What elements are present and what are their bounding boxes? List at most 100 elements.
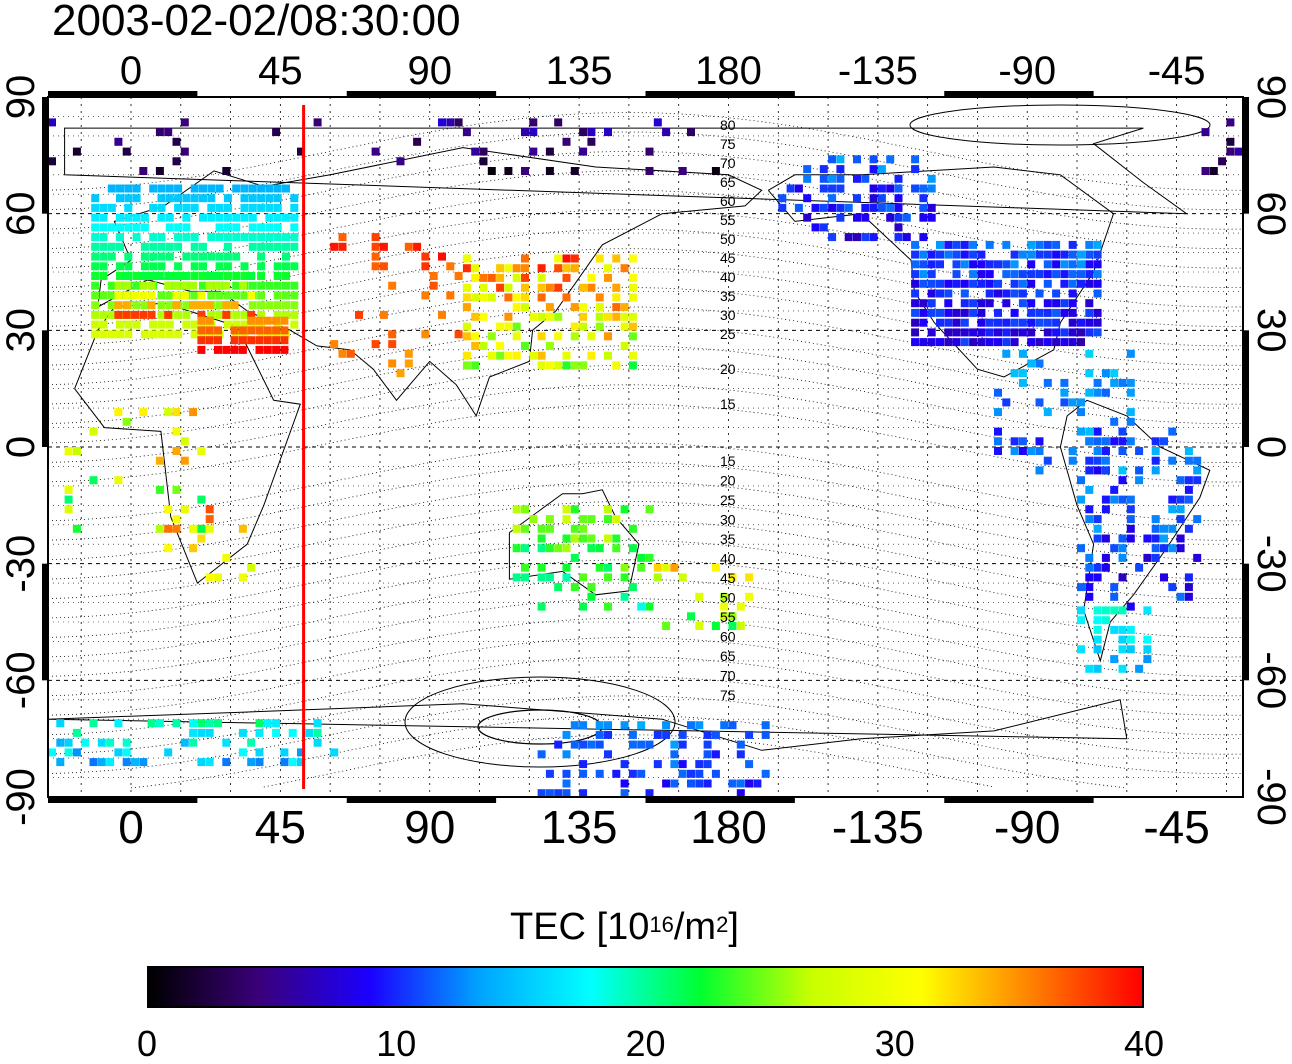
- tec-pixel: [670, 750, 679, 759]
- tec-pixel: [836, 203, 845, 212]
- tec-pixel: [471, 312, 480, 321]
- tec-pixel: [1093, 515, 1102, 524]
- tec-pixel: [189, 524, 198, 533]
- contour-label: 20: [720, 361, 736, 377]
- tec-pixel: [521, 563, 529, 572]
- tec-pixel: [172, 427, 181, 436]
- tec-pixel: [612, 312, 621, 321]
- tec-pixel: [462, 303, 471, 312]
- frame-tick-band: [1243, 97, 1249, 214]
- tec-pixel: [164, 310, 173, 319]
- tec-pixel: [214, 336, 222, 345]
- tec-pixel: [255, 748, 264, 757]
- tec-pixel: [240, 194, 249, 203]
- tec-pixel: [711, 563, 720, 572]
- tec-pixel: [122, 301, 131, 310]
- contour-label: 15: [720, 396, 736, 412]
- tec-pixel: [189, 544, 198, 553]
- tec-pixel: [114, 408, 123, 417]
- tec-pixel: [1035, 289, 1044, 298]
- tec-pixel: [139, 272, 148, 280]
- tec-pixel: [736, 622, 745, 630]
- tec-pixel: [149, 320, 158, 329]
- tec-pixel: [1002, 299, 1011, 308]
- tec-pixel: [157, 291, 166, 300]
- tec-pixel: [1201, 167, 1210, 175]
- tec-pixel: [273, 233, 282, 242]
- tec-pixel: [537, 524, 546, 533]
- tec-pixel: [545, 312, 554, 321]
- tec-pixel: [172, 408, 181, 417]
- contour-label: 40: [720, 551, 736, 567]
- tec-pixel: [247, 310, 256, 319]
- tec-pixel: [1126, 388, 1135, 397]
- tec-pixel: [720, 612, 729, 621]
- tec-pixel: [1093, 606, 1102, 615]
- tec-pixel: [149, 184, 158, 193]
- colorbar-title-prefix: TEC [10: [510, 906, 650, 948]
- tec-pixel: [628, 730, 637, 739]
- tec-pixel: [1077, 318, 1085, 327]
- tec-pixel: [199, 252, 207, 261]
- tec-pixel: [927, 328, 936, 337]
- tec-pixel: [521, 264, 529, 273]
- tec-pixel: [521, 273, 529, 282]
- tec-pixel: [282, 301, 290, 310]
- tec-pixel: [587, 740, 596, 749]
- frame-tick-band: [1243, 330, 1249, 447]
- tec-pixel: [1068, 299, 1077, 308]
- tec-pixel: [620, 342, 629, 350]
- contour-line: [47, 248, 1244, 327]
- tec-pixel: [172, 524, 181, 533]
- tec-pixel: [496, 283, 505, 292]
- tec-pixel: [562, 573, 571, 582]
- tec-pixel: [174, 233, 183, 242]
- tec-pixel: [1093, 625, 1102, 634]
- tec-pixel: [1085, 250, 1094, 259]
- tec-pixel: [257, 310, 266, 319]
- tec-pixel: [952, 270, 961, 279]
- tec-pixel: [960, 328, 969, 337]
- tec-pixel: [911, 165, 920, 174]
- tec-pixel: [487, 351, 496, 360]
- tec-pixel: [1068, 240, 1077, 249]
- tec-pixel: [471, 361, 480, 370]
- tec-pixel: [1176, 476, 1185, 485]
- tec-pixel: [736, 740, 745, 749]
- tec-pixel: [554, 312, 563, 321]
- tec-pixel: [1060, 270, 1069, 279]
- tec-pixel: [205, 758, 214, 767]
- tec-pixel: [232, 223, 241, 232]
- tec-pixel: [919, 308, 928, 317]
- tec-pixel: [313, 719, 322, 728]
- tec-pixel: [346, 349, 355, 358]
- tec-pixel: [554, 118, 563, 127]
- tec-pixel: [232, 213, 241, 222]
- bottom-axis-label: 45: [255, 801, 306, 853]
- tec-pixel: [273, 291, 282, 300]
- tec-pixel: [122, 748, 131, 757]
- tec-pixel: [265, 213, 274, 222]
- tec-pixel: [620, 760, 629, 769]
- tec-pixel: [207, 310, 216, 319]
- tec-pixel: [587, 515, 596, 524]
- tec-pixel: [99, 272, 108, 280]
- tec-pixel: [521, 573, 529, 582]
- tec-pixel: [628, 361, 637, 370]
- contour-line: [47, 481, 1244, 561]
- tec-pixel: [529, 312, 538, 321]
- colorbar-tick-label: 0: [136, 1023, 158, 1064]
- tec-pixel: [140, 242, 149, 251]
- tec-pixel: [232, 233, 241, 242]
- tec-pixel: [223, 252, 232, 261]
- contour-line: [47, 403, 1244, 483]
- tec-pixel: [1093, 308, 1102, 317]
- tec-pixel: [1027, 328, 1036, 337]
- tec-pixel: [116, 223, 124, 232]
- tec-pixel: [446, 262, 455, 271]
- tec-pixel: [454, 272, 463, 280]
- tec-pixel: [620, 312, 629, 321]
- tec-pixel: [413, 137, 422, 146]
- tec-pixel: [1168, 505, 1177, 514]
- tec-pixel: [919, 194, 928, 203]
